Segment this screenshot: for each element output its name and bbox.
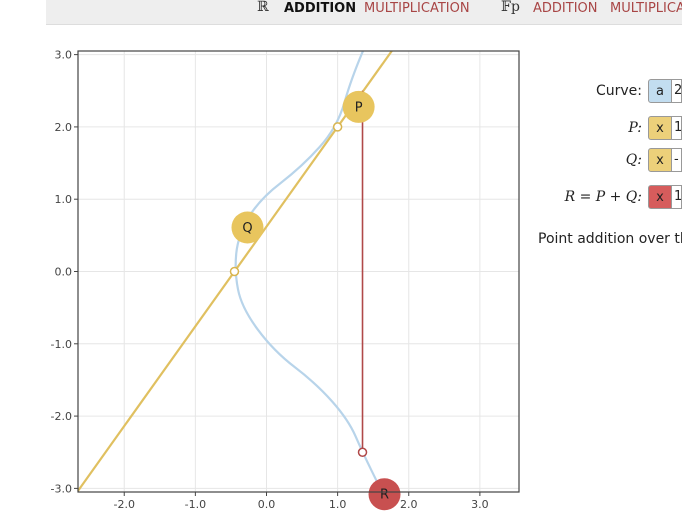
nav-fp-addition[interactable]: ADDITION (533, 1, 598, 16)
y-tick-label: -2.0 (51, 410, 72, 423)
x-tick-label: 1.0 (329, 498, 347, 511)
elliptic-curve (234, 51, 384, 492)
x-tick-label: 0.0 (258, 498, 276, 511)
point-r-label: R (380, 488, 389, 503)
point-r-marker: R (368, 478, 401, 511)
q-x-chip: x (648, 148, 672, 172)
point-p-handle[interactable]: P (342, 90, 375, 123)
q-row: Q: x - (626, 148, 682, 172)
y-tick-label: -1.0 (51, 338, 72, 351)
plot-grid (78, 51, 519, 492)
r-label: R = P + Q: (564, 189, 642, 205)
r-x-chip: x (648, 185, 672, 209)
point-q-dot (229, 266, 240, 277)
axis-ticks: -2.0 -1.0 0.0 1.0 2.0 3.0 3.0 2.0 1.0 0.0 -1.0 -2.0… (51, 49, 489, 511)
p-label: P: (628, 120, 642, 136)
point-q-label: Q (242, 221, 252, 236)
real-numbers-symbol: ℝ (257, 0, 269, 15)
x-tick-label: 3.0 (471, 498, 489, 511)
finite-field-symbol: 𝔽p (501, 0, 520, 15)
x-tick-label: -1.0 (185, 498, 206, 511)
top-nav-bar (46, 0, 682, 25)
y-tick-label: 1.0 (55, 193, 73, 206)
q-x-input[interactable]: - (672, 148, 682, 172)
description-text: Point addition over th (538, 231, 682, 247)
nav-fp-multiplication[interactable]: MULTIPLICA (610, 1, 682, 16)
p-x-input[interactable]: 1 (672, 116, 682, 140)
r-row: R = P + Q: x 1 (565, 185, 682, 209)
curve-param-a-input[interactable]: 2 (672, 79, 682, 103)
plot-frame (77, 50, 520, 493)
x-tick-label: 2.0 (400, 498, 418, 511)
point-p-label: P (355, 100, 363, 115)
nav-real-addition[interactable]: ADDITION (284, 1, 357, 16)
point-p-dot (332, 122, 343, 132)
curve-row: Curve: a 2 (596, 79, 682, 103)
elliptic-curve-plot[interactable]: -2.0 -1.0 0.0 1.0 2.0 3.0 3.0 2.0 1.0 0.0 -1.0 -2.0… (0, 0, 530, 521)
y-tick-label: 3.0 (55, 49, 73, 62)
curve-param-a-chip: a (648, 79, 672, 103)
q-label: Q: (625, 152, 642, 168)
point-r-dot (357, 447, 368, 457)
y-tick-label: 0.0 (55, 266, 73, 279)
r-x-output: 1 (672, 185, 682, 209)
curve-label: Curve: (595, 83, 642, 99)
y-tick-label: -3.0 (51, 482, 72, 495)
p-row: P: x 1 (628, 116, 682, 140)
p-x-chip: x (648, 116, 672, 140)
x-tick-label: -2.0 (113, 498, 134, 511)
point-q-handle[interactable]: Q (231, 211, 264, 244)
y-tick-label: 2.0 (55, 121, 73, 134)
nav-real-multiplication[interactable]: MULTIPLICATION (364, 1, 470, 16)
